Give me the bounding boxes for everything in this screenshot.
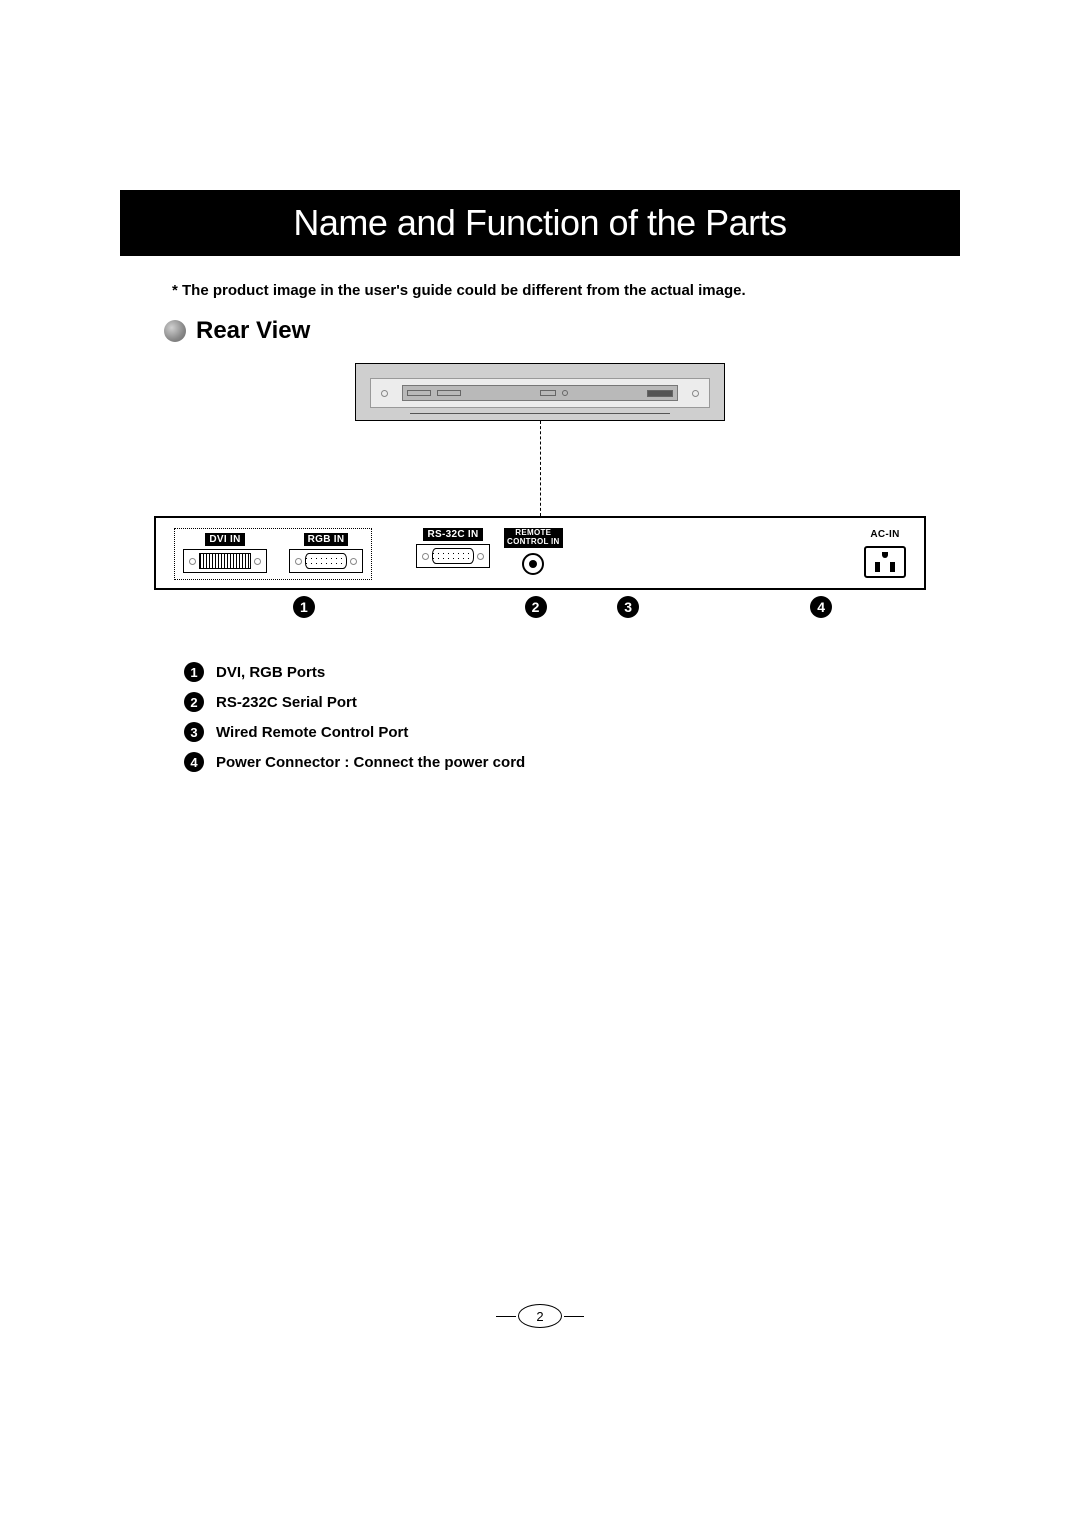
callout-number-row: 1 2 3 4 bbox=[154, 596, 926, 622]
page-number: 2 bbox=[518, 1304, 562, 1328]
legend-item: 3 Wired Remote Control Port bbox=[184, 722, 960, 742]
legend-text-3: Wired Remote Control Port bbox=[216, 724, 408, 741]
legend-num-4: 4 bbox=[184, 752, 204, 772]
mini-port-strip bbox=[402, 385, 678, 401]
ac-in-port: AC-IN bbox=[864, 528, 906, 578]
callout-4: 4 bbox=[810, 596, 832, 618]
legend-item: 4 Power Connector : Connect the power co… bbox=[184, 752, 960, 772]
monitor-base-line bbox=[410, 410, 670, 414]
dvi-connector bbox=[183, 549, 267, 573]
legend-text-4: Power Connector : Connect the power cord bbox=[216, 754, 525, 771]
legend-num-2: 2 bbox=[184, 692, 204, 712]
rs232-connector bbox=[416, 544, 490, 568]
legend-item: 2 RS-232C Serial Port bbox=[184, 692, 960, 712]
screw-icon bbox=[381, 390, 388, 397]
screw-icon bbox=[189, 558, 196, 565]
video-ports-group: DVI IN RGB IN bbox=[174, 528, 372, 580]
remote-label-l2: CONTROL IN bbox=[507, 537, 560, 546]
monitor-outline bbox=[355, 363, 725, 421]
section-heading: Rear View bbox=[164, 317, 960, 345]
callout-1: 1 bbox=[293, 596, 315, 618]
legend-list: 1 DVI, RGB Ports 2 RS-232C Serial Port 3… bbox=[184, 662, 960, 772]
remote-label-l1: REMOTE bbox=[515, 528, 551, 537]
serial-socket-icon bbox=[432, 548, 474, 564]
remote-jack-icon bbox=[522, 553, 544, 575]
legend-text-2: RS-232C Serial Port bbox=[216, 694, 357, 711]
rgb-port: RGB IN bbox=[289, 533, 363, 573]
section-title: Rear View bbox=[196, 317, 310, 345]
screw-icon bbox=[692, 390, 699, 397]
legend-num-3: 3 bbox=[184, 722, 204, 742]
callout-2: 2 bbox=[525, 596, 547, 618]
page-title-bar: Name and Function of the Parts bbox=[120, 190, 960, 256]
rear-monitor-sketch bbox=[120, 363, 960, 421]
remote-port: REMOTE CONTROL IN bbox=[504, 528, 563, 575]
port-panel: DVI IN RGB IN RS-32C IN REMOT bbox=[154, 516, 926, 590]
rs232-label: RS-32C IN bbox=[423, 528, 482, 541]
screw-icon bbox=[422, 553, 429, 560]
rs232-port: RS-32C IN bbox=[416, 528, 490, 568]
dvi-socket-icon bbox=[199, 553, 251, 569]
vga-socket-icon bbox=[305, 553, 347, 569]
dashed-connector-line bbox=[540, 421, 541, 516]
legend-num-1: 1 bbox=[184, 662, 204, 682]
page-title: Name and Function of the Parts bbox=[293, 202, 786, 243]
callout-3: 3 bbox=[617, 596, 639, 618]
monitor-port-area bbox=[370, 378, 710, 408]
rgb-connector bbox=[289, 549, 363, 573]
ac-socket-icon bbox=[864, 546, 906, 578]
section-bullet-icon bbox=[164, 320, 186, 342]
screw-icon bbox=[477, 553, 484, 560]
rgb-label: RGB IN bbox=[304, 533, 349, 546]
disclaimer-note: * The product image in the user's guide … bbox=[172, 282, 960, 299]
page-number-badge: 2 bbox=[518, 1304, 562, 1328]
dvi-port: DVI IN bbox=[183, 533, 267, 573]
remote-label: REMOTE CONTROL IN bbox=[504, 528, 563, 548]
screw-icon bbox=[295, 558, 302, 565]
legend-text-1: DVI, RGB Ports bbox=[216, 664, 325, 681]
screw-icon bbox=[254, 558, 261, 565]
legend-item: 1 DVI, RGB Ports bbox=[184, 662, 960, 682]
screw-icon bbox=[350, 558, 357, 565]
ac-label: AC-IN bbox=[866, 528, 903, 541]
dvi-label: DVI IN bbox=[205, 533, 244, 546]
